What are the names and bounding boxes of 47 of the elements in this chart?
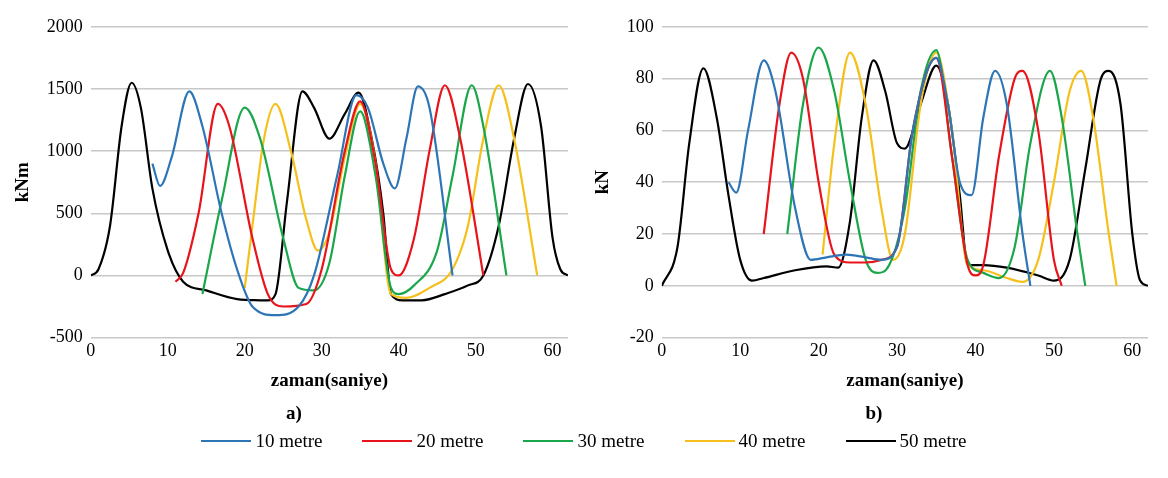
line-series (90, 81, 568, 302)
y-tick-label: 0 (73, 264, 83, 285)
line-series (243, 84, 539, 299)
y-tick-label: 80 (635, 67, 654, 88)
line-series (661, 59, 1148, 287)
x-tick-label: 60 (1123, 340, 1142, 361)
line-series (727, 56, 1032, 287)
x-tick-label: 50 (1044, 340, 1063, 361)
x-tick-label: 20 (235, 340, 254, 361)
line-series (821, 51, 1118, 287)
legend-label: 40 metre (738, 430, 806, 452)
line-series (201, 84, 508, 296)
x-tick-label: 40 (389, 340, 408, 361)
line-series (786, 46, 1087, 287)
y-tick-label: -20 (629, 326, 654, 347)
x-tick-label: 10 (158, 340, 177, 361)
text: a) (286, 402, 302, 424)
y-tick-label: 0 (644, 274, 654, 295)
y-tick-label: 20 (635, 222, 654, 243)
x-tick-label: 20 (809, 340, 828, 361)
x-tick-label: 60 (543, 340, 562, 361)
x-tick-label: 30 (312, 340, 331, 361)
x-axis-title: zaman(saniye) (270, 368, 388, 391)
y-axis-title: kN (591, 169, 613, 195)
y-tick-label: 2000 (46, 15, 83, 36)
y-tick-label: 500 (55, 202, 83, 223)
y-tick-label: -500 (49, 326, 83, 347)
legend-label: 50 metre (899, 430, 967, 452)
x-tick-label: 40 (966, 340, 985, 361)
line-series (151, 85, 454, 317)
x-tick-label: 10 (731, 340, 750, 361)
y-tick-label: 40 (635, 170, 654, 191)
text: b) (865, 402, 883, 424)
y-tick-label: 100 (626, 15, 654, 36)
y-tick-label: 1000 (46, 139, 83, 160)
y-tick-label: 60 (635, 119, 654, 140)
line-series (174, 84, 485, 308)
x-tick-label: 0 (657, 340, 667, 361)
x-axis-title: zaman(saniye) (846, 368, 964, 391)
x-tick-label: 0 (86, 340, 96, 361)
x-tick-label: 30 (888, 340, 907, 361)
x-tick-label: 50 (466, 340, 485, 361)
y-axis-title: kNm (11, 161, 33, 203)
y-tick-label: 1500 (46, 77, 83, 98)
legend-label: 30 metre (577, 430, 645, 452)
legend-label: 20 metre (416, 430, 484, 452)
legend-label: 10 metre (255, 430, 323, 452)
